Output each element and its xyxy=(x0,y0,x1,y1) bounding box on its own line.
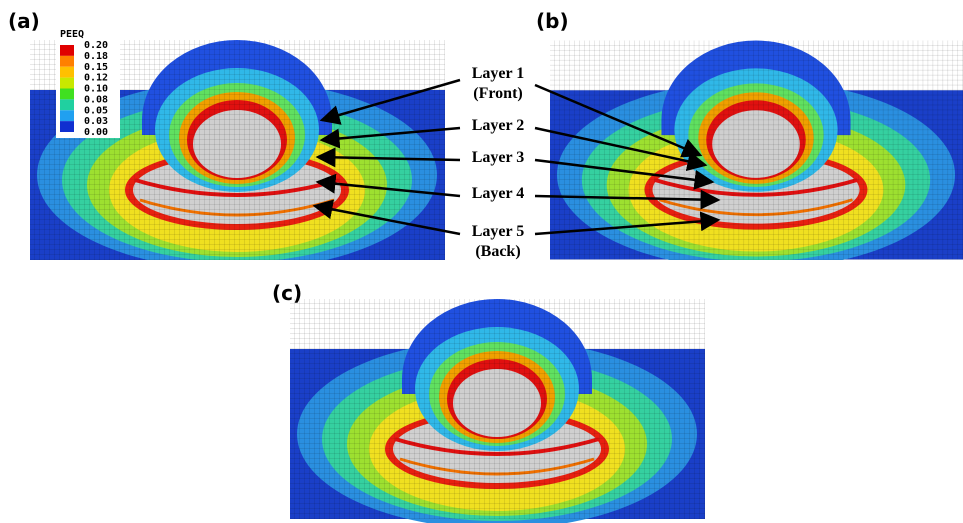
legend-title: PEEQ xyxy=(60,29,84,40)
legend-band xyxy=(60,89,74,100)
legend-band xyxy=(60,99,74,110)
figure: (a) (b) (c) PEEQ 0.200.180.150.120.100.0… xyxy=(0,0,963,523)
simulation-c xyxy=(290,299,705,523)
layer-name: Layer 3 xyxy=(472,149,525,166)
legend-tick-label: 0.10 xyxy=(84,84,108,95)
legend-band xyxy=(60,110,74,121)
panel-label: (b) xyxy=(536,9,569,33)
legend-band xyxy=(60,56,74,67)
legend-tick-label: 0.18 xyxy=(84,51,108,62)
legend: PEEQ 0.200.180.150.120.100.080.050.030.0… xyxy=(56,26,120,138)
legend-tick-label: 0.00 xyxy=(84,127,108,138)
legend-tick-label: 0.08 xyxy=(84,94,108,105)
legend-tick-label: 0.15 xyxy=(84,62,108,73)
legend-band xyxy=(60,67,74,78)
legend-band xyxy=(60,78,74,89)
simulation-b xyxy=(550,41,963,270)
legend-tick-label: 0.05 xyxy=(84,105,108,116)
legend-tick-label: 0.03 xyxy=(84,116,108,127)
layer-name: Layer 4 xyxy=(472,185,525,202)
legend-tick-label: 0.12 xyxy=(84,73,108,84)
layer-note: (Back) xyxy=(475,243,520,260)
legend-tick-label: 0.20 xyxy=(84,40,108,51)
layer-name: Layer 5 xyxy=(472,223,525,240)
panel-label: (a) xyxy=(8,9,40,33)
legend-band xyxy=(60,121,74,132)
layer-note: (Front) xyxy=(473,85,522,102)
legend-band xyxy=(60,45,74,56)
layer-name: Layer 2 xyxy=(472,117,525,134)
panel-label: (c) xyxy=(272,281,302,305)
layer-name: Layer 1 xyxy=(472,65,525,82)
